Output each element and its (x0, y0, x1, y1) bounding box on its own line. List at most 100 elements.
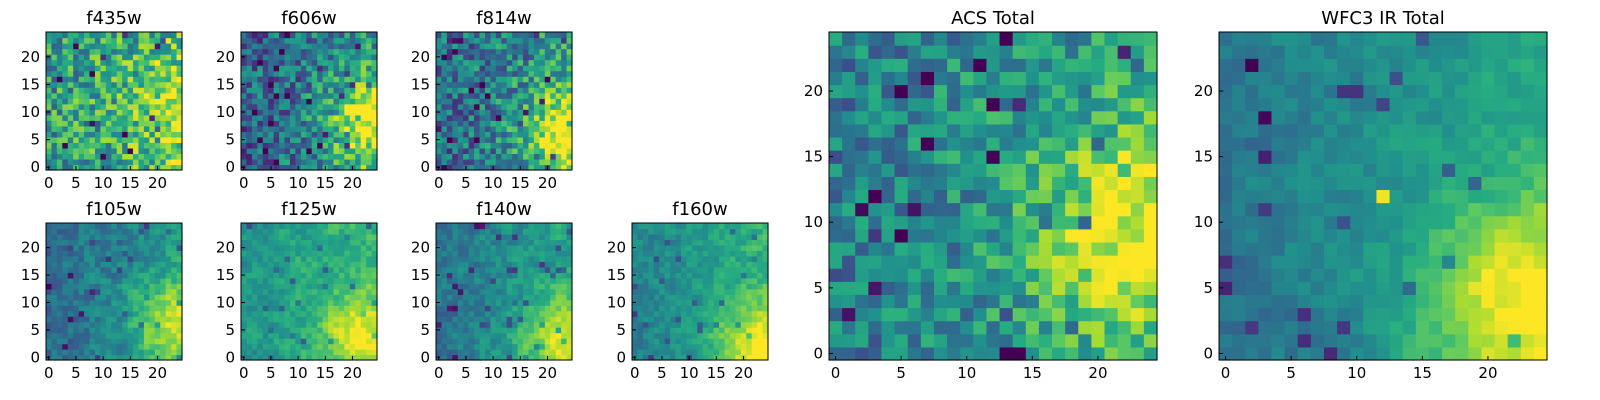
heatmap-cell (1012, 333, 1027, 348)
heatmap-cell (457, 70, 464, 77)
heatmap-cell (495, 59, 502, 66)
heatmap-cell (333, 228, 340, 235)
heatmap-cell (257, 327, 264, 334)
heatmap-cell (1078, 163, 1092, 177)
y-tick-label: 15 (411, 266, 430, 284)
heatmap-cell (664, 244, 671, 251)
heatmap-cell (143, 250, 150, 257)
heatmap-cell (257, 310, 264, 317)
heatmap-cell (479, 114, 486, 121)
heatmap-cell (306, 158, 313, 166)
heatmap-cell (490, 120, 497, 127)
heatmap-cell (539, 233, 546, 241)
heatmap-cell (533, 294, 540, 301)
heatmap-cell (338, 147, 345, 155)
heatmap-cell (262, 153, 269, 160)
heatmap-cell (116, 153, 123, 160)
heatmap-cell (349, 54, 356, 61)
heatmap-cell (273, 131, 280, 138)
heatmap-cell (143, 114, 150, 121)
heatmap-cell (544, 343, 551, 350)
heatmap-cell (1038, 281, 1053, 295)
heatmap-cell (328, 327, 335, 334)
heatmap-cell (495, 147, 502, 155)
heatmap-cell (344, 65, 351, 72)
heatmap-cell (165, 92, 172, 99)
heatmap-cell (920, 123, 935, 138)
heatmap-cell (322, 316, 329, 323)
heatmap-cell (51, 76, 58, 83)
heatmap-cell (84, 114, 91, 121)
heatmap-cell (105, 131, 112, 138)
heatmap-cell (295, 109, 302, 116)
heatmap-cell (349, 92, 356, 99)
heatmap-cell (446, 164, 453, 171)
heatmap-cell (544, 81, 551, 88)
heatmap-cell (653, 310, 660, 317)
heatmap-cell (89, 349, 96, 356)
heatmap-cell (295, 103, 302, 110)
heatmap-cell (746, 283, 753, 290)
heatmap-cell (436, 261, 443, 268)
heatmap-cell (1065, 202, 1079, 217)
heatmap-cell (566, 136, 573, 143)
heatmap-cell (251, 109, 258, 116)
heatmap-cell (317, 125, 324, 132)
heatmap-cell (127, 305, 134, 312)
heatmap-cell (1143, 202, 1158, 217)
heatmap-cell (501, 223, 508, 230)
heatmap-cell (452, 87, 459, 94)
heatmap-cell (528, 59, 535, 66)
heatmap-cell (160, 120, 167, 127)
heatmap-cell (116, 131, 123, 138)
heatmap-cell (105, 316, 112, 323)
heatmap-cell (708, 272, 715, 279)
heatmap-cell (100, 233, 107, 241)
heatmap-cell (463, 32, 470, 39)
heatmap-cell (468, 223, 475, 230)
heatmap-cell (338, 142, 345, 149)
heatmap-cell (1012, 281, 1027, 295)
heatmap-cells (241, 223, 378, 361)
heatmap-cell (51, 153, 58, 160)
heatmap-cell (371, 223, 378, 230)
heatmap-cell (165, 103, 172, 110)
heatmap-cell (484, 283, 491, 290)
heatmap-cell (659, 305, 666, 312)
heatmap-cell (149, 153, 156, 160)
heatmap-cell (566, 288, 573, 295)
heatmap-cell (708, 343, 715, 350)
heatmap-cell (338, 239, 345, 246)
heatmap-cell (311, 70, 318, 77)
heatmap-cell (719, 255, 726, 262)
heatmap-cell (452, 70, 459, 77)
heatmap-cell (523, 76, 530, 83)
heatmap-cell (446, 98, 453, 105)
heatmap-cell (457, 98, 464, 105)
heatmap-cell (289, 354, 296, 361)
heatmap-cell (697, 321, 704, 328)
heatmap-cell (138, 70, 145, 77)
heatmap-cell (829, 268, 843, 282)
heatmap-cell (648, 283, 655, 290)
heatmap-cell (149, 103, 156, 110)
heatmap-cell (171, 153, 178, 160)
heatmap-cell (94, 92, 101, 99)
heatmap-cell (338, 92, 345, 99)
heatmap-cell (67, 87, 74, 94)
heatmap-cell (523, 294, 530, 301)
heatmap-cell (724, 255, 731, 262)
heatmap-cell (67, 59, 74, 66)
heatmap-cell (1130, 294, 1145, 309)
heatmap-cell (366, 125, 373, 132)
heatmap-cell (333, 48, 340, 55)
heatmap-cell (311, 48, 318, 55)
heatmap-cell (257, 65, 264, 72)
heatmap-cell (116, 147, 123, 155)
heatmap-cell (306, 136, 313, 143)
heatmap-cell (143, 76, 150, 83)
heatmap-cell (371, 76, 378, 83)
heatmap-cell (154, 70, 161, 77)
heatmap-cell (1038, 202, 1053, 217)
heatmap-cell (143, 316, 150, 323)
